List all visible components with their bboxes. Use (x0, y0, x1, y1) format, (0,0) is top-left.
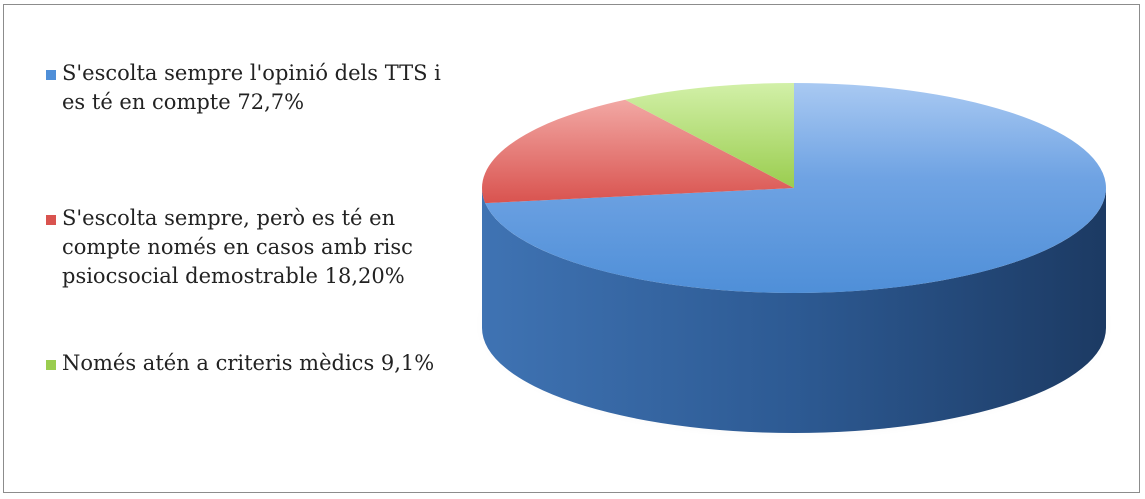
pie-slice-3 (625, 83, 794, 188)
legend-swatch-3 (46, 360, 56, 370)
legend-label-1: S'escolta sempre l'opinió dels TTS i es … (62, 61, 441, 114)
legend-label-3: Només atén a criteris mèdics 9,1% (62, 351, 435, 375)
legend-item-1: S'escolta sempre l'opinió dels TTS i es … (42, 59, 442, 117)
legend-item-3: Només atén a criteris mèdics 9,1% (42, 349, 442, 378)
legend-swatch-2 (46, 215, 56, 225)
legend-item-2: S'escolta sempre, però es té en compte n… (42, 204, 442, 291)
pie-slice-2 (482, 99, 794, 204)
pie-slice-1 (485, 83, 1107, 293)
legend-label-2: S'escolta sempre, però es té en compte n… (62, 206, 413, 288)
chart-frame: S'escolta sempre l'opinió dels TTS i es … (3, 4, 1140, 493)
legend-swatch-1 (46, 70, 56, 80)
pie-chart (474, 83, 1114, 440)
pie-side-wall (482, 188, 1106, 433)
